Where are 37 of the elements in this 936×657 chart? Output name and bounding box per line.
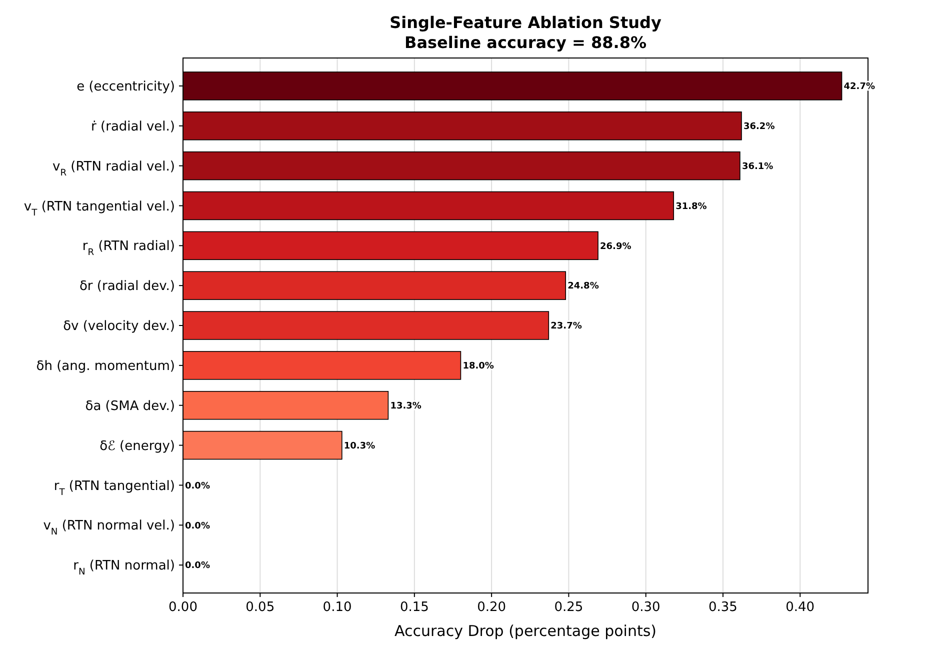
data-label: 26.9% — [600, 242, 632, 252]
chart-subtitle: Baseline accuracy = 88.8% — [404, 33, 646, 52]
data-label: 0.0% — [185, 561, 210, 572]
x-tick-label: 0.00 — [168, 600, 198, 615]
data-label: 24.8% — [568, 282, 599, 292]
y-tick-label: δv (velocity dev.) — [63, 319, 175, 334]
x-tick-label: 0.15 — [400, 600, 429, 615]
data-label: 23.7% — [550, 322, 582, 332]
data-label: 31.8% — [676, 202, 707, 212]
data-label: 10.3% — [344, 441, 376, 452]
x-tick-label: 0.25 — [554, 600, 584, 615]
x-tick-label: 0.20 — [477, 600, 506, 615]
data-label: 0.0% — [185, 481, 210, 492]
y-tick-label: r$_{R}$ (RTN radial) — [82, 239, 175, 258]
data-label: 36.1% — [742, 162, 774, 172]
x-axis-title: Accuracy Drop (percentage points) — [394, 622, 657, 640]
y-tick-label: e (eccentricity) — [76, 80, 175, 94]
x-tick-label: 0.10 — [322, 600, 352, 615]
y-tick-label: δa (SMA dev.) — [85, 398, 175, 414]
y-tick-label: v$_{R}$ (RTN radial vel.) — [52, 159, 175, 178]
data-label: 0.0% — [185, 521, 210, 532]
chart-title: Single-Feature Ablation Study — [390, 13, 662, 32]
y-tick-label: r$_{T}$ (RTN tangential) — [54, 478, 175, 498]
data-label: 13.3% — [390, 402, 422, 412]
x-tick-label: 0.05 — [246, 600, 275, 615]
y-tick-label: r$_{N}$ (RTN normal) — [73, 558, 175, 578]
data-label: 18.0% — [462, 362, 494, 372]
x-tick-label: 0.35 — [708, 600, 738, 615]
x-tick-label: 0.40 — [786, 600, 815, 615]
y-tick-label: v$_{N}$ (RTN normal vel.) — [43, 518, 175, 538]
data-label: 36.2% — [743, 122, 775, 132]
y-tick-label: δh (ang. momentum) — [36, 358, 175, 374]
x-tick-label: 0.30 — [631, 600, 660, 615]
y-tick-label: ṙ (radial vel.) — [91, 119, 175, 134]
y-tick-label: δr (radial dev.) — [79, 279, 175, 294]
y-tick-label: δℰ (energy) — [100, 438, 175, 454]
y-tick-label: v$_{T}$ (RTN tangential vel.) — [24, 199, 175, 218]
